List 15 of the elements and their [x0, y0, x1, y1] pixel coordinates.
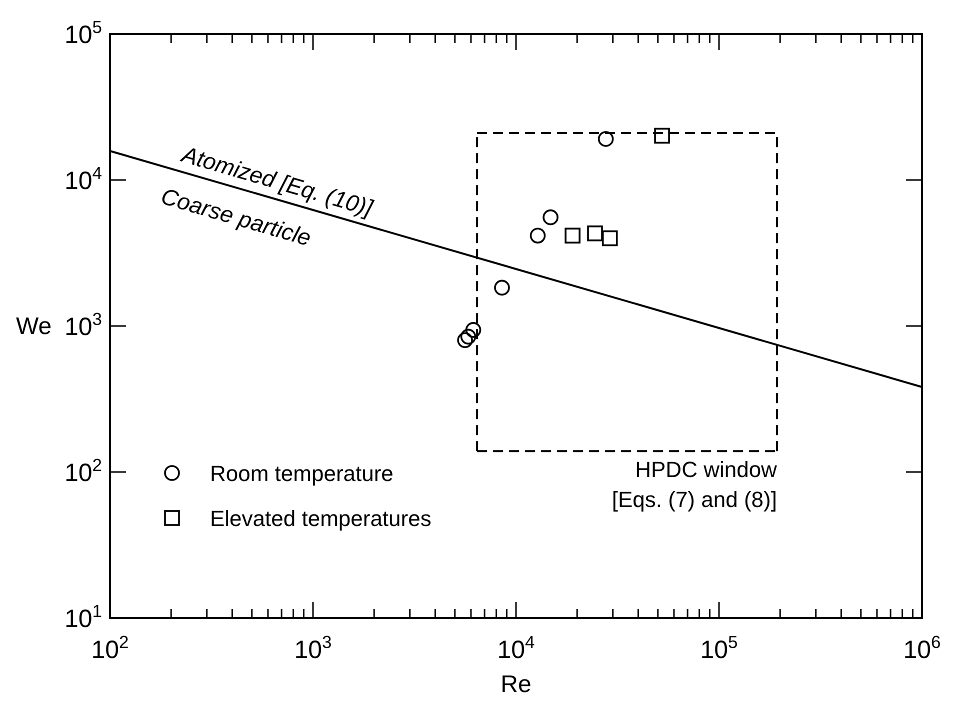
- x-tick-label: 10$^{5}$: [700, 632, 738, 664]
- y-tick-label: 10$^{3}$: [64, 309, 102, 341]
- x-tick-label: 10$^{4}$: [497, 632, 536, 664]
- x-tick-label: 10$^{6}$: [903, 632, 941, 664]
- x-tick-label: 10$^{3}$: [294, 632, 332, 664]
- x-axis-title: Re: [500, 671, 532, 698]
- x-tick-label: 10$^{2}$: [91, 632, 129, 664]
- legend-label: Elevated temperatures: [210, 506, 432, 531]
- y-axis-title: We: [16, 313, 52, 340]
- y-tick-label: 10$^{5}$: [64, 17, 102, 49]
- y-tick-label: 10$^{4}$: [64, 163, 102, 195]
- y-tick-label: 10$^{1}$: [64, 601, 102, 633]
- y-tick-label: 10$^{2}$: [64, 455, 102, 487]
- legend-label: Room temperature: [210, 461, 394, 486]
- annotation: HPDC window [Eqs. (7) and (8)]: [612, 457, 778, 512]
